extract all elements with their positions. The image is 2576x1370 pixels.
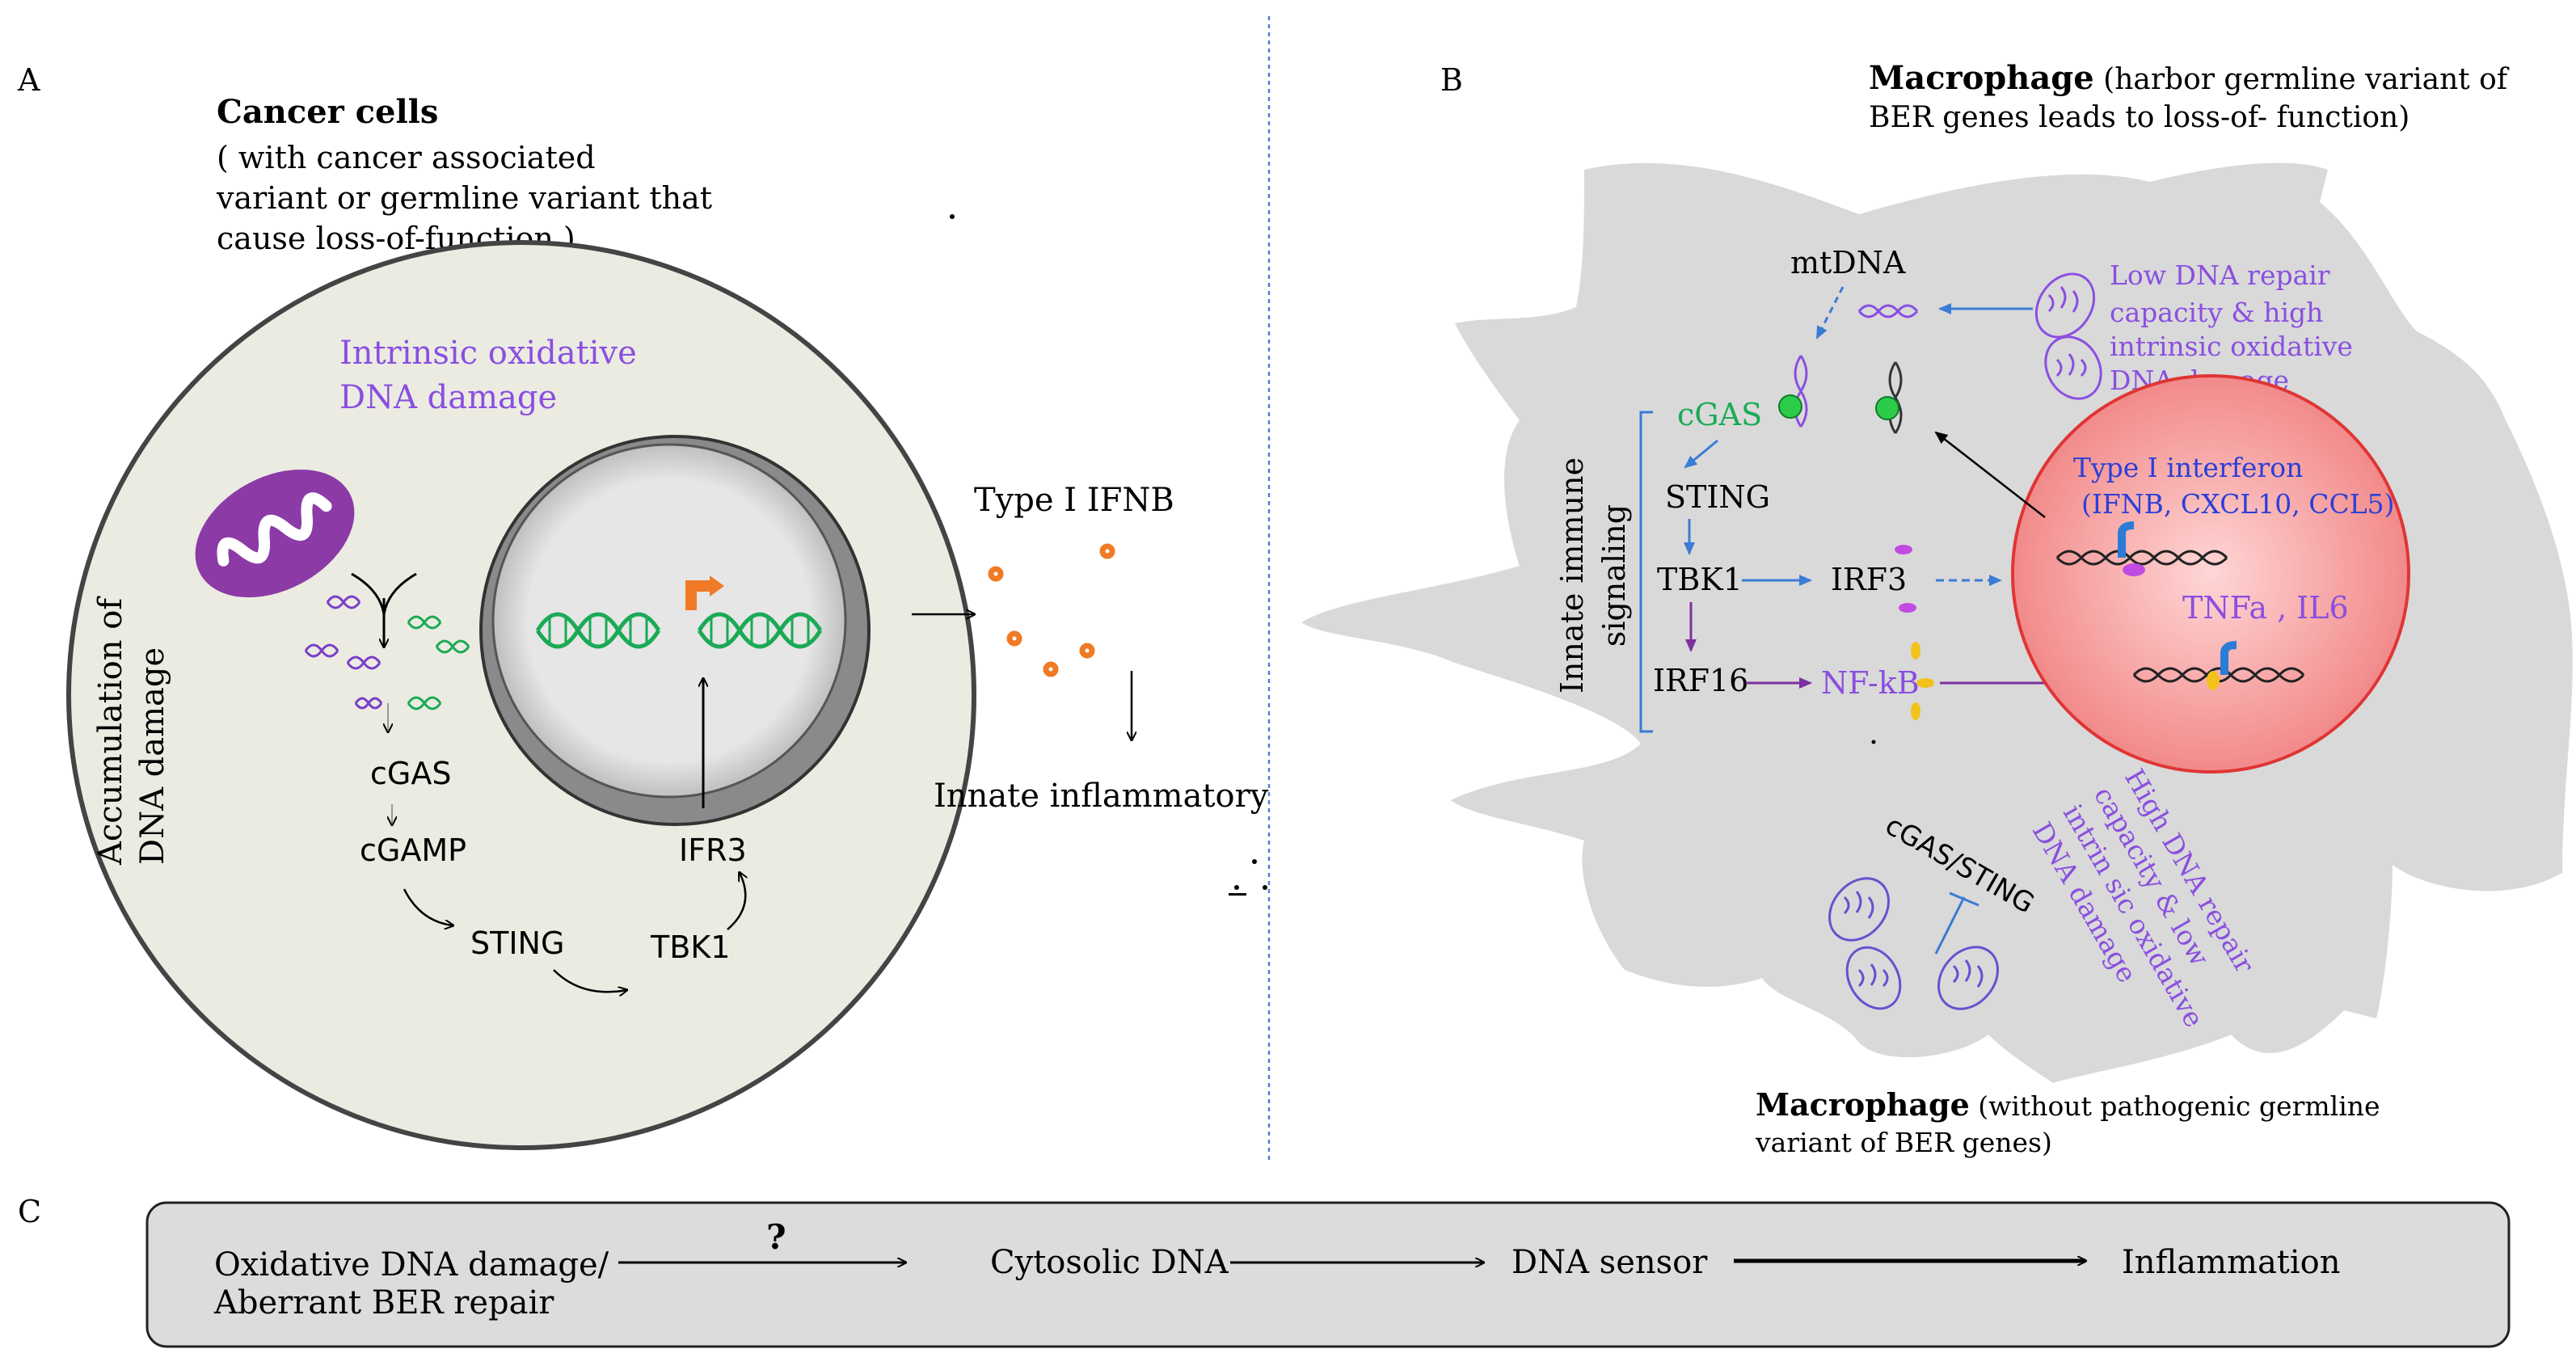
- irf3-marks: [1895, 545, 1916, 613]
- sting-label-b: STING: [1665, 479, 1770, 515]
- transcription-marker-1: [2118, 521, 2135, 558]
- macrophage-top-caption: Macrophage (harbor germline variant of: [1869, 59, 2510, 97]
- irf16-label-b: IRF16: [1653, 663, 1748, 698]
- type-ifnb-label: Type I IFNB: [974, 482, 1174, 519]
- transcription-arrow-head: [710, 575, 724, 596]
- transcription-marker-2: [2220, 641, 2237, 675]
- arrow-cgamp-sting: [403, 888, 453, 925]
- step4-label: Inflammation: [2122, 1244, 2341, 1281]
- low-repair-line-2: capacity & high: [2110, 297, 2323, 328]
- sting-label-a: STING: [470, 925, 564, 961]
- mtdna-label: mtDNA: [1790, 245, 1906, 280]
- nfkb-marks: [1911, 642, 1934, 720]
- macrophage-top-rest: (harbor germline variant of: [2094, 63, 2510, 96]
- nucleus-dna-icon: [535, 612, 823, 649]
- question-mark: ?: [766, 1217, 786, 1257]
- panel-a-label: A: [17, 62, 40, 98]
- cgas-dot-2: [1875, 396, 1899, 420]
- step1-line-2: Aberrant BER repair: [213, 1284, 554, 1322]
- cgamp-label-a: cGAMP: [360, 833, 466, 868]
- panel-a: A Cancer cells ( with cancer associated …: [17, 62, 1269, 1150]
- innate-line-2: signaling: [1596, 504, 1632, 647]
- arrow-tbk1-ifr3: [727, 873, 745, 930]
- mito-top-icon: [2034, 272, 2102, 400]
- innate-inflammatory-label: Innate inflammatory: [934, 778, 1269, 815]
- macrophage-top-line-2: BER genes leads to loss-of- function): [1869, 101, 2409, 134]
- accumulation-line-2: DNA damage: [134, 647, 171, 865]
- mitochondrion-icon: [195, 469, 355, 598]
- inhibition-line: [1934, 892, 1979, 955]
- cgas-label-b: cGAS: [1677, 397, 1762, 432]
- tbk1-label-a: TBK1: [650, 929, 730, 965]
- nucleus-dna-1-icon: [2055, 550, 2228, 566]
- panel-c-label: C: [18, 1194, 41, 1229]
- cancer-subtitle-line-2: variant or germline variant that: [216, 180, 712, 216]
- cancer-cells-title: Cancer cells: [217, 93, 438, 131]
- cgas-label-a: cGAS: [370, 756, 451, 791]
- ifnb-molecules-icon: [988, 543, 1115, 677]
- irf3-bound-mark: [2123, 563, 2145, 576]
- innate-signaling-bracket: [1639, 411, 1653, 733]
- step2-label: Cytosolic DNA: [990, 1244, 1229, 1281]
- oxidative-damage-line-2: DNA damage: [339, 379, 557, 416]
- low-repair-line-3: intrinsic oxidative: [2110, 331, 2353, 362]
- arrow-sting-tbk1: [553, 969, 626, 992]
- arrow-mtdna-fragment: [1815, 286, 1845, 339]
- mtdna-fragment-icon: [1857, 304, 1919, 318]
- arrow-nucleus-mtdna: [1934, 431, 2046, 518]
- macrophage-bottom-caption: Macrophage (without pathogenic germline: [1756, 1086, 2380, 1123]
- mito-bottom-icon: [1828, 877, 1999, 1010]
- type-interferon-label: Type I interferon: [2073, 452, 2303, 483]
- ifr3-label-a: IFR3: [679, 833, 747, 868]
- dna-cgas-icon-2: [1888, 361, 1903, 434]
- panel-b: B Macrophage (harbor germline variant of…: [1301, 59, 2573, 1158]
- low-repair-line-1: Low DNA repair: [2110, 259, 2330, 291]
- stray-dot: [950, 214, 955, 219]
- tbk1-label-b: TBK1: [1657, 562, 1743, 597]
- innate-line-1: Innate immune: [1554, 457, 1590, 693]
- pathway-box: [145, 1201, 2511, 1348]
- arrow-cgas-sting-b: [1684, 439, 1718, 469]
- therefore-symbol: [1229, 859, 1267, 896]
- transcription-arrow-icon: [685, 580, 711, 610]
- oxidative-damage-line-1: Intrinsic oxidative: [339, 335, 637, 372]
- macrophage-top-bold: Macrophage: [1869, 59, 2094, 97]
- accumulation-text: Accumulation of DNA damage: [92, 596, 171, 866]
- nfkb-label-b: NF-kB: [1821, 665, 1920, 701]
- cgas-dot-1: [1778, 394, 1802, 419]
- macrophage-bottom-line-2: variant of BER genes): [1755, 1127, 2052, 1158]
- macrophage-nucleus: [2011, 374, 2410, 774]
- step3-label: DNA sensor: [1511, 1244, 1708, 1281]
- step1-line-1: Oxidative DNA damage/: [214, 1246, 609, 1284]
- panel-b-label: B: [1440, 62, 1463, 98]
- interferon-genes-label: (IFNB, CXCL10, CCL5): [2081, 488, 2395, 520]
- dna-fragments-icon: [304, 595, 470, 710]
- stray-dot-b: [1871, 740, 1876, 744]
- nfkb-bound-mark: [2207, 671, 2220, 690]
- tnfa-label: TNFa , IL6: [2182, 590, 2349, 626]
- macrophage-bottom-rest: (without pathogenic germline: [1970, 1090, 2380, 1122]
- innate-signaling-text: Innate immune signaling: [1554, 457, 1632, 693]
- irf3-label-b: IRF3: [1831, 562, 1907, 597]
- accumulation-line-1: Accumulation of: [92, 596, 129, 866]
- cancer-subtitle-line-1: ( with cancer associated: [217, 140, 596, 175]
- macrophage-bottom-bold: Macrophage: [1756, 1086, 1970, 1123]
- nucleus-inner: [491, 443, 847, 799]
- panel-c: C Oxidative DNA damage/ Aberrant BER rep…: [18, 1194, 2511, 1348]
